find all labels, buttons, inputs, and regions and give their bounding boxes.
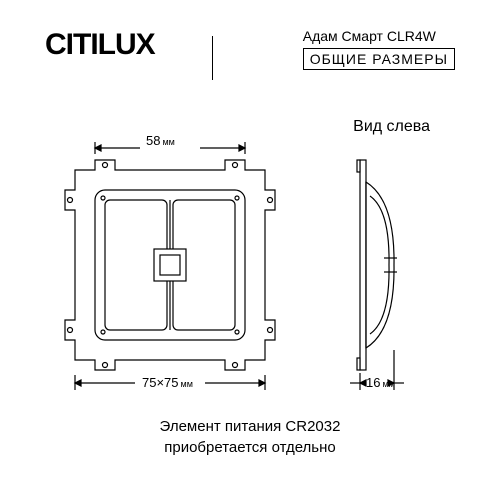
technical-diagram (0, 110, 500, 410)
section-title: общие размеры (303, 48, 455, 70)
dim-line-75 (75, 375, 265, 390)
header-divider (212, 36, 213, 80)
dim-line-58 (95, 142, 245, 154)
header: CITILUX Адам Смарт CLR4W общие размеры (45, 28, 455, 70)
brand-logo: CITILUX (45, 28, 155, 62)
footer-line1: Элемент питания CR2032 (0, 416, 500, 437)
footer-line2: приобретается отдельно (0, 437, 500, 458)
footer-note: Элемент питания CR2032 приобретается отд… (0, 416, 500, 458)
product-name: Адам Смарт CLR4W (303, 28, 455, 44)
title-block: Адам Смарт CLR4W общие размеры (297, 28, 455, 70)
front-view (65, 160, 275, 370)
side-view (357, 160, 397, 370)
